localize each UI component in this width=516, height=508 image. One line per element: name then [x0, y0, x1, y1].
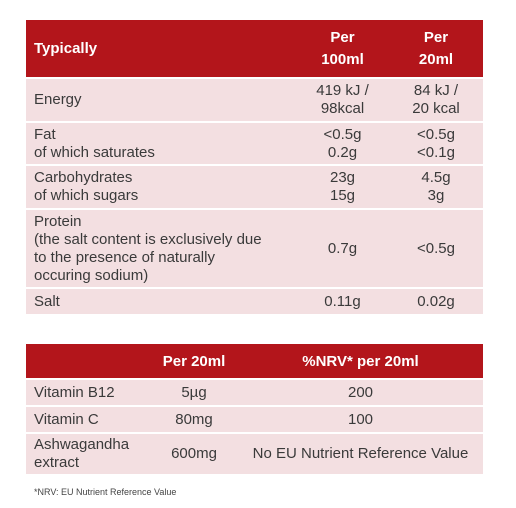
row-value-100ml: 23g 15g: [329, 169, 356, 204]
header-typically: Typically: [34, 40, 98, 57]
row-label: Fat of which saturates: [34, 125, 155, 161]
row-label: Vitamin C: [34, 410, 99, 428]
table-row-ashwagandha: Ashwagandha extract 600mg No EU Nutrient…: [26, 432, 483, 474]
table-row-energy: Energy 419 kJ / 98kcal 84 kJ / 20 kcal: [26, 77, 483, 121]
row-amount: 600mg: [171, 445, 217, 462]
header-per-20ml: Per 20ml: [418, 28, 454, 68]
row-label: Salt: [34, 292, 60, 310]
nutrition-table-header: Typically Per 100ml Per 20ml: [26, 20, 483, 77]
row-label: Ashwagandha extract: [34, 436, 130, 471]
vitamins-table: Per 20ml %NRV* per 20ml Vitamin B12 5µg …: [26, 344, 483, 474]
row-nrv: No EU Nutrient Reference Value: [252, 445, 469, 462]
row-nrv: 100: [347, 410, 374, 428]
table-row-vitamin-c: Vitamin C 80mg 100: [26, 405, 483, 432]
row-amount: 80mg: [175, 410, 213, 428]
row-label: Energy: [34, 91, 82, 108]
table-row-carbohydrates: Carbohydrates of which sugars 23g 15g 4.…: [26, 164, 483, 208]
row-label: Vitamin B12: [34, 383, 115, 401]
row-label: Carbohydrates of which sugars: [34, 169, 139, 204]
row-amount: 5µg: [181, 383, 207, 401]
table-row-protein: Protein (the salt content is exclusively…: [26, 208, 483, 287]
row-value-100ml: 0.7g: [327, 239, 358, 257]
row-value-20ml: <0.5g <0.1g: [417, 125, 455, 161]
row-value-100ml: 419 kJ / 98kcal: [316, 82, 369, 117]
row-value-20ml: 4.5g 3g: [421, 169, 451, 204]
header-per-20ml: Per 20ml: [162, 352, 226, 370]
header-per-100ml: Per 100ml: [321, 28, 364, 68]
nrv-footnote: *NRV: EU Nutrient Reference Value: [34, 487, 177, 497]
row-nrv: 200: [347, 383, 374, 401]
row-value-20ml: 84 kJ / 20 kcal: [412, 82, 460, 117]
row-value-100ml: <0.5g 0.2g: [323, 125, 362, 161]
table-row-vitamin-b12: Vitamin B12 5µg 200: [26, 378, 483, 405]
row-value-20ml: 0.02g: [417, 292, 455, 310]
vitamins-table-header: Per 20ml %NRV* per 20ml: [26, 344, 483, 378]
table-row-salt: Salt 0.11g 0.02g: [26, 287, 483, 314]
row-value-100ml: 0.11g: [324, 292, 361, 310]
header-nrv: %NRV* per 20ml: [302, 352, 419, 370]
row-value-20ml: <0.5g: [417, 239, 455, 257]
table-row-fat: Fat of which saturates <0.5g 0.2g <0.5g …: [26, 121, 483, 164]
row-label: Protein (the salt content is exclusively…: [34, 212, 262, 284]
nutrition-table: Typically Per 100ml Per 20ml Energy 419 …: [26, 20, 483, 314]
